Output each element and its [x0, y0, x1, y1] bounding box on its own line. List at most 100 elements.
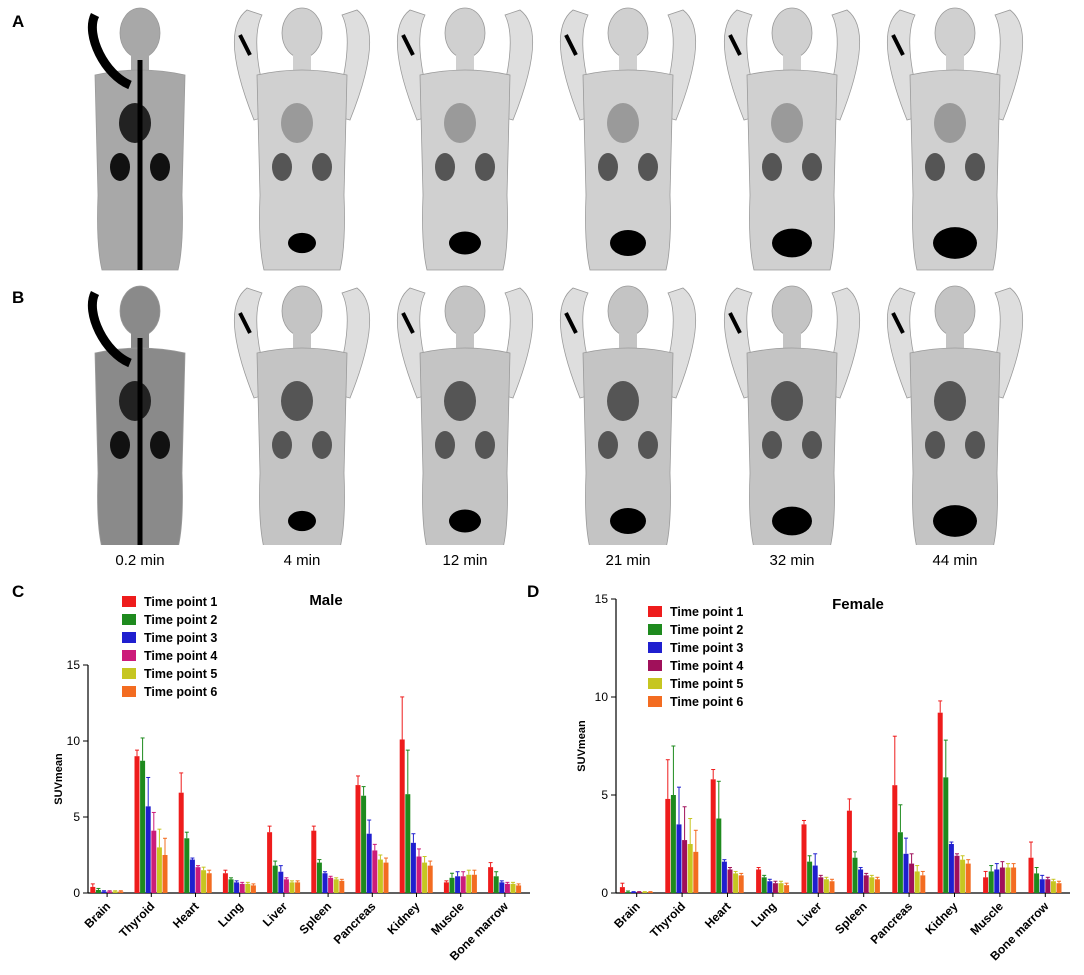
pet-body-b-2	[234, 285, 370, 545]
bar	[852, 857, 858, 893]
bar	[665, 798, 671, 893]
bar	[869, 877, 875, 893]
bar	[983, 877, 989, 893]
bar	[328, 877, 334, 893]
bar	[846, 810, 852, 893]
bar	[245, 883, 251, 893]
bar	[1045, 879, 1051, 893]
bar	[756, 869, 762, 893]
y-tick-label: 10	[595, 690, 609, 704]
pet-body-a-5	[724, 7, 860, 271]
bar	[140, 760, 146, 893]
legend-swatch	[122, 686, 136, 697]
legend-label: Time point 1	[670, 605, 743, 619]
legend-label: Time point 5	[144, 667, 217, 681]
bar	[1028, 857, 1034, 893]
bar	[636, 892, 642, 893]
bar	[965, 863, 971, 893]
panel-letter-d: D	[527, 582, 540, 601]
bar	[647, 892, 653, 893]
bar	[858, 869, 864, 893]
bar	[422, 862, 428, 893]
bar	[156, 847, 162, 893]
bar	[162, 855, 168, 893]
bar	[488, 867, 494, 893]
bar	[999, 867, 1005, 893]
bar	[410, 842, 416, 893]
bar	[721, 861, 727, 893]
bar	[383, 862, 389, 893]
bar	[772, 883, 778, 893]
bar	[228, 879, 234, 893]
x-tick-label: Spleen	[832, 899, 870, 937]
bar	[339, 880, 345, 893]
bar	[377, 859, 383, 893]
x-tick-label: Muscle	[428, 899, 467, 938]
legend-swatch	[122, 614, 136, 625]
bar	[1011, 867, 1017, 893]
x-tick-label: Liver	[794, 899, 824, 929]
bar	[914, 871, 920, 893]
legend-label: Time point 2	[144, 613, 217, 627]
bar	[399, 739, 405, 893]
x-tick-label: Muscle	[967, 899, 1006, 938]
bar	[948, 844, 954, 893]
bar	[738, 875, 744, 893]
x-tick-label: Liver	[260, 899, 290, 929]
pet-body-a-6	[887, 7, 1023, 271]
legend-label: Time point 2	[670, 623, 743, 637]
bar	[909, 863, 915, 893]
bar	[272, 865, 278, 893]
bar	[504, 883, 510, 893]
bar	[466, 874, 472, 893]
bar	[807, 861, 813, 893]
bar	[1056, 883, 1062, 893]
bar	[112, 891, 118, 893]
bar	[471, 874, 477, 893]
legend-swatch	[122, 668, 136, 679]
pet-body-b-3	[397, 285, 533, 545]
pet-body-a-4	[560, 7, 696, 271]
time-label: 0.2 min	[115, 552, 165, 569]
bar	[449, 877, 455, 893]
x-tick-label: Heart	[170, 899, 202, 931]
bar	[676, 824, 682, 893]
bar	[687, 844, 693, 893]
pet-body-b-5	[724, 285, 860, 545]
legend-swatch	[122, 632, 136, 643]
bar	[727, 869, 733, 893]
bar	[372, 850, 378, 893]
bar	[960, 859, 966, 893]
y-tick-label: 0	[73, 886, 80, 900]
bar	[311, 830, 317, 893]
bar	[693, 851, 699, 893]
y-tick-label: 10	[67, 734, 81, 748]
bar	[937, 712, 943, 893]
bar	[278, 871, 284, 893]
bar	[355, 785, 361, 893]
bar	[823, 879, 829, 893]
bar	[206, 873, 212, 893]
x-tick-label: Kidney	[384, 899, 422, 937]
bar	[892, 785, 898, 893]
bar	[994, 869, 1000, 893]
bar	[322, 873, 328, 893]
bar	[863, 875, 869, 893]
chart-title: Female	[832, 596, 884, 613]
bar	[134, 756, 140, 893]
bar	[943, 777, 949, 893]
bar	[234, 882, 240, 893]
bar	[178, 792, 184, 893]
bar	[1039, 879, 1045, 893]
bar	[250, 885, 256, 893]
bar	[289, 882, 295, 893]
y-tick-label: 15	[595, 592, 609, 606]
bar	[818, 877, 824, 893]
pet-body-b-4	[560, 285, 696, 545]
x-tick-label: Pancreas	[331, 899, 379, 947]
bar	[333, 879, 339, 893]
bar	[784, 885, 790, 893]
legend-label: Time point 3	[144, 631, 217, 645]
legend-label: Time point 4	[670, 659, 743, 673]
bar	[670, 795, 676, 893]
